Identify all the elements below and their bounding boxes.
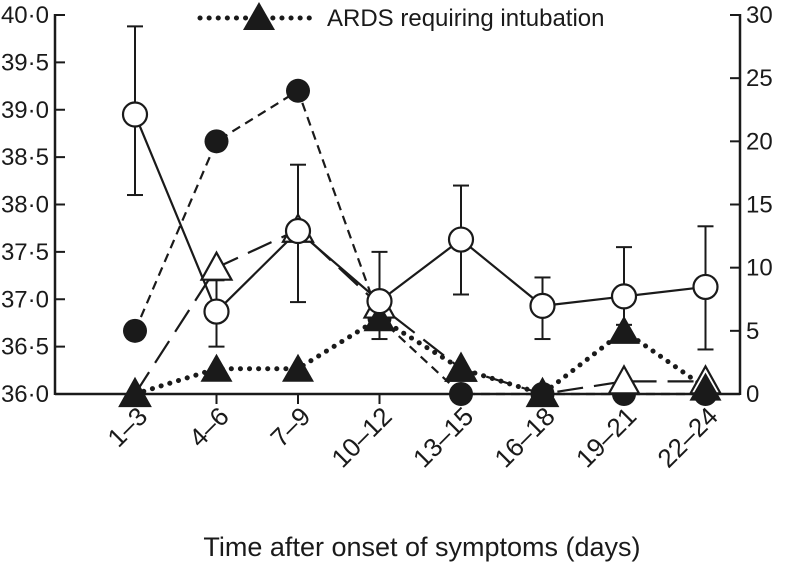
y-left-tick-label: 39·0 xyxy=(1,97,49,124)
y-left-tick-label: 37·5 xyxy=(1,239,49,266)
y-right-tick-label: 20 xyxy=(746,128,773,155)
data-point-filled-triangle xyxy=(282,353,314,382)
data-point-filled-circle xyxy=(204,129,229,154)
data-point-open-circle xyxy=(121,101,149,128)
legend-marker xyxy=(243,2,275,30)
data-point-open-triangle xyxy=(199,250,234,281)
x-tick-label: 1–3 xyxy=(101,401,153,453)
y-left-tick-label: 38·0 xyxy=(1,192,49,219)
data-point-open-circle xyxy=(284,217,312,245)
data-point-open-circle xyxy=(203,298,230,325)
y-right-tick-label: 30 xyxy=(746,2,773,29)
data-point-filled-triangle xyxy=(445,353,477,382)
x-tick-label: 13–15 xyxy=(407,401,479,473)
y-right-tick-label: 15 xyxy=(746,192,773,219)
x-tick-label: 10–12 xyxy=(325,401,397,473)
y-left-tick-label: 36·5 xyxy=(1,334,49,361)
data-point-open-circle xyxy=(692,273,719,301)
y-right-tick-label: 5 xyxy=(746,318,759,345)
x-axis-title: Time after onset of symptoms (days) xyxy=(203,532,640,562)
data-point-filled-circle xyxy=(123,318,147,343)
x-tick-label: 19–21 xyxy=(570,401,642,473)
data-point-filled-triangle xyxy=(608,315,640,344)
y-left-tick-label: 38·5 xyxy=(1,144,49,171)
x-tick-label: 22–24 xyxy=(651,401,723,473)
x-tick-label: 7–9 xyxy=(264,401,316,453)
legend-label: ARDS requiring intubation xyxy=(327,5,605,32)
x-tick-label: 16–18 xyxy=(488,401,560,473)
data-point-filled-circle xyxy=(449,382,473,406)
y-left-tick-label: 39·5 xyxy=(1,49,49,76)
data-point-open-circle xyxy=(447,226,475,253)
y-left-tick-label: 40·0 xyxy=(1,2,49,29)
data-point-open-triangle xyxy=(607,364,641,395)
y-left-tick-label: 36·0 xyxy=(1,381,49,408)
data-point-filled-triangle xyxy=(526,379,559,407)
data-point-filled-triangle xyxy=(363,303,396,332)
y-left-tick-label: 37·0 xyxy=(1,286,49,313)
data-markers xyxy=(118,78,723,408)
series-line-open-triangle-series xyxy=(134,228,706,396)
legend: ARDS requiring intubation xyxy=(197,2,605,32)
data-point-open-circle xyxy=(366,288,393,315)
data-point-open-circle xyxy=(529,292,556,319)
y-right-tick-label: 25 xyxy=(746,65,773,92)
y-right-tick-label: 10 xyxy=(746,255,773,282)
data-point-filled-circle xyxy=(286,78,310,103)
data-point-filled-triangle xyxy=(200,353,233,382)
y-right-tick-label: 0 xyxy=(746,381,759,408)
data-point-filled-triangle xyxy=(119,379,151,407)
data-point-open-circle xyxy=(610,283,638,310)
axes: 36·0 36·5 37·0 37·5 38·0 38·5 39·0 39·5 40·0 0 5 10… xyxy=(1,2,773,473)
series-line-temperature xyxy=(133,114,706,313)
data-point-filled-triangle xyxy=(689,372,722,401)
x-tick-label: 4–6 xyxy=(183,401,235,453)
